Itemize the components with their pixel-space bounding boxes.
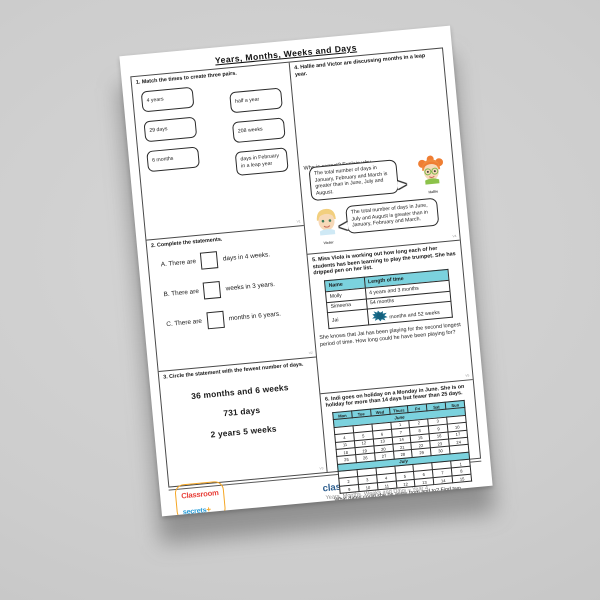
match-card[interactable]: 6 months <box>146 146 200 172</box>
cell-name: Jai <box>327 309 369 329</box>
calendar-day[interactable]: 12 <box>395 479 416 489</box>
girl-avatar-icon <box>418 155 444 185</box>
avatar-hallie: Hallie <box>415 154 448 196</box>
statement-row: A. There are days in 4 weeks. <box>160 243 303 273</box>
answer-box[interactable] <box>200 250 219 270</box>
match-card[interactable]: days in February in a leap year <box>234 146 289 176</box>
answer-box[interactable] <box>206 310 225 330</box>
question-5: 5. Miss Viola is working out how long ea… <box>307 240 473 394</box>
cell-length-blotted: months and 52 weeks <box>367 301 453 326</box>
page-mark: V1 <box>296 219 301 224</box>
speech-bubble-victor: The total number of days in June, July a… <box>345 197 440 234</box>
question-1: 1. Match the times to create three pairs… <box>131 62 304 241</box>
question-3: 3. Circle the statement with the fewest … <box>159 357 327 486</box>
speech-bubble-hallie: The total number of days in January, Feb… <box>308 159 400 202</box>
match-card[interactable]: 29 days <box>143 116 198 142</box>
statement-prefix: A. There are <box>160 257 197 269</box>
match-card[interactable]: half a year <box>229 87 283 113</box>
statement-row: B. There are weeks in 3 years. <box>163 273 306 303</box>
statement-suffix: days in 4 weeks. <box>222 251 271 263</box>
page-mark: V3 <box>319 465 324 471</box>
question-2-statements: A. There are days in 4 weeks. B. There a… <box>152 243 309 334</box>
ink-blot-icon <box>371 310 389 323</box>
avatar-victor: Victor <box>310 205 343 247</box>
circle-option[interactable]: 2 years 5 weeks <box>210 423 278 440</box>
calendar-day[interactable]: 14 <box>433 475 453 485</box>
answer-box[interactable] <box>203 280 222 300</box>
match-column-left: 4 years 29 days 6 months <box>140 86 201 183</box>
statement-prefix: B. There are <box>163 287 200 299</box>
calendar-day[interactable]: 9 <box>339 484 359 494</box>
ink-splat-icon <box>371 310 388 322</box>
students-table: Name Length of time Molly 4 years and 3 … <box>324 269 453 330</box>
circle-option[interactable]: 731 days <box>222 405 261 419</box>
question-3-statements: 36 months and 6 weeks 731 days 2 years 5… <box>165 380 319 444</box>
question-2: 2. Complete the statements. A. There are… <box>146 226 317 372</box>
question-1-card-area: 4 years 29 days 6 months half a year 208… <box>137 78 295 184</box>
statement-suffix: months in 6 years. <box>228 310 282 323</box>
calendar-body: June 1 2 3 <box>333 407 472 494</box>
calendar: Mon Tue Wed Thurs Fri Sat Sun <box>332 400 472 494</box>
match-card[interactable]: 208 weeks <box>232 116 286 143</box>
right-column: 4. Hallie and Victor are discussing mont… <box>289 48 481 510</box>
statement-prefix: C. There are <box>166 317 203 328</box>
calendar-day[interactable]: 13 <box>414 477 435 487</box>
question-4: 4. Hallie and Victor are discussing mont… <box>289 48 460 255</box>
worksheet-page[interactable]: Years, Months, Weeks and Days 1. Match t… <box>119 25 493 517</box>
page-mark: V4 <box>452 234 457 239</box>
speech-tail-icon <box>397 180 407 190</box>
circle-option[interactable]: 36 months and 6 weeks <box>190 382 290 402</box>
logo-line1: Classroom <box>180 487 219 501</box>
calendar-day[interactable]: 10 <box>358 482 378 492</box>
calendar-day[interactable]: 11 <box>377 480 397 491</box>
statement-row: C. There are months in 6 years. <box>166 303 309 333</box>
cell-length-text: months and 52 weeks <box>389 310 440 321</box>
question-grid: 1. Match the times to create three pairs… <box>130 47 482 510</box>
match-column-right: half a year 208 weeks days in February i… <box>228 78 289 176</box>
question-4-dialogue: The total number of days in January, Feb… <box>303 153 455 252</box>
match-card[interactable]: 4 years <box>140 86 195 113</box>
avatar-label: Hallie <box>428 189 439 195</box>
page-mark: V5 <box>465 373 470 378</box>
table-row: Jai months and 52 weeks <box>327 301 453 329</box>
logo-pill: Classroom secrets+ <box>174 480 227 517</box>
statement-suffix: weeks in 3 years. <box>225 280 276 293</box>
page-mark: V2 <box>308 350 313 355</box>
calendar-day[interactable]: 15 <box>452 473 472 484</box>
avatar-label: Victor <box>323 240 334 246</box>
boy-avatar-icon <box>316 209 336 236</box>
